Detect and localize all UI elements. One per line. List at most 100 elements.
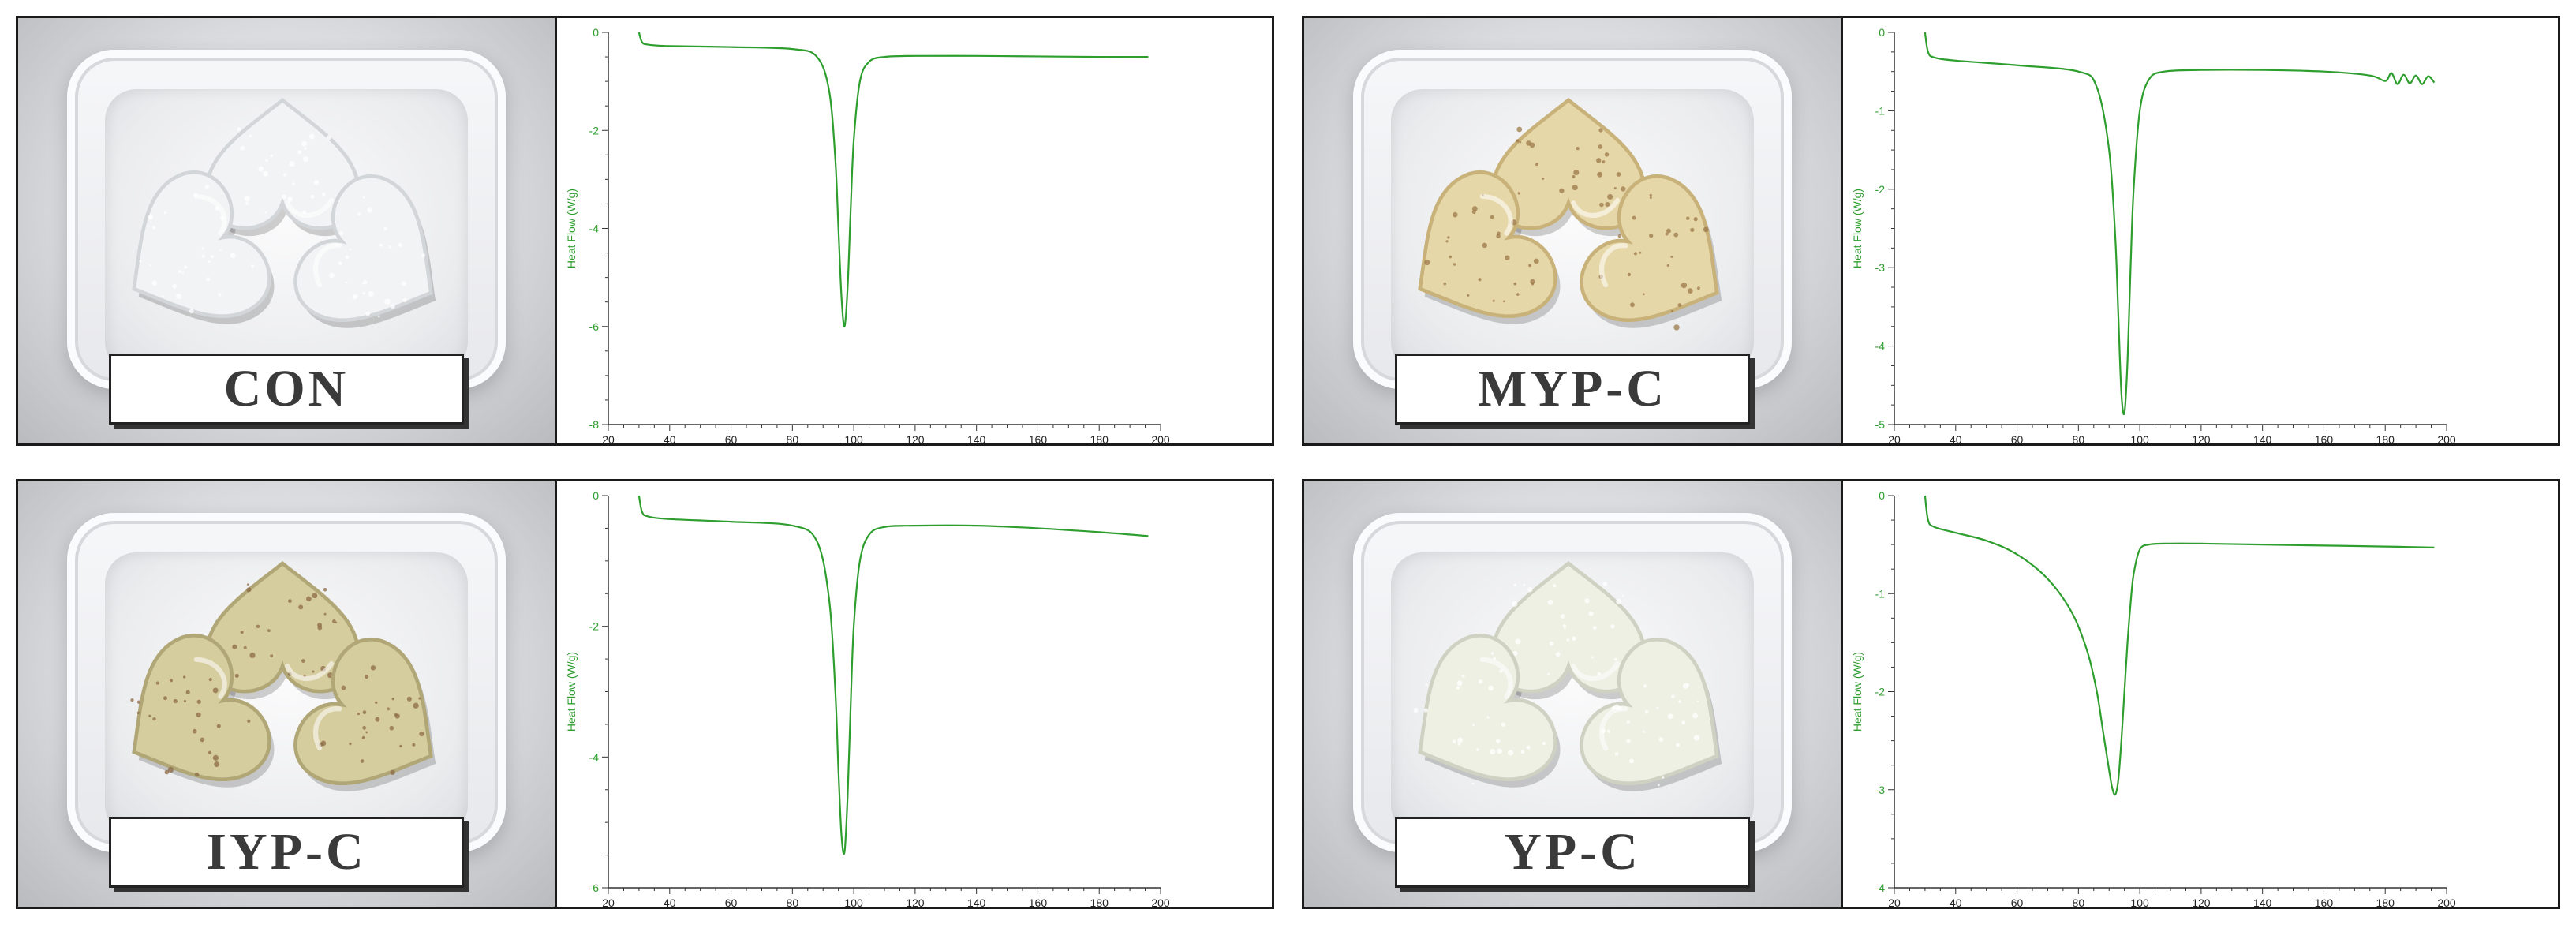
heart-highlight xyxy=(285,660,335,682)
heart-piece xyxy=(293,638,433,785)
heart-piece xyxy=(130,634,271,781)
heart-speckle xyxy=(1471,782,1475,785)
heart-speckle xyxy=(1467,294,1470,297)
dsc-chart: 204060801001201401601802000-2-4-6Tempera… xyxy=(557,481,1272,907)
heart-speckle xyxy=(181,271,185,275)
sample-label: MYP-C xyxy=(1478,360,1667,417)
heart-speckle xyxy=(323,588,327,592)
dsc-chart: 204060801001201401601802000-1-2-3-4-5Tem… xyxy=(1843,18,2558,443)
heart-speckle xyxy=(1630,302,1635,308)
heart-speckle xyxy=(201,254,205,258)
heart-speckle xyxy=(312,670,315,673)
heart-speckle xyxy=(362,725,367,730)
x-tick-label: 40 xyxy=(1950,896,1962,907)
heart-speckle xyxy=(1687,288,1693,294)
y-tick-label: -2 xyxy=(1875,686,1886,698)
heart-speckle xyxy=(1413,707,1419,713)
heart-speckle xyxy=(204,185,210,189)
x-tick-label: 60 xyxy=(2011,433,2024,443)
heart-speckle xyxy=(1516,139,1520,143)
heart-speckle xyxy=(244,196,250,202)
heart-speckle xyxy=(389,725,394,731)
sample-photo: IYP-C xyxy=(18,481,557,907)
heart-speckle xyxy=(1456,680,1463,687)
heart-speckle xyxy=(1572,636,1576,642)
heart-speckle xyxy=(155,681,160,685)
heart-speckle xyxy=(1633,252,1637,256)
heart-speckle xyxy=(1523,583,1526,586)
x-tick-label: 40 xyxy=(1950,433,1962,443)
heart-speckle xyxy=(1696,700,1699,702)
heart-highlight xyxy=(313,706,342,751)
x-tick-label: 80 xyxy=(787,896,799,907)
heart-speckle xyxy=(388,245,392,249)
heart-speckle xyxy=(1572,174,1576,179)
heart-speckle xyxy=(152,717,156,721)
heart-speckle xyxy=(1616,172,1621,177)
x-tick-label: 120 xyxy=(906,433,925,443)
heart-highlight xyxy=(1599,706,1628,751)
heart-speckle xyxy=(208,678,212,682)
heart-speckle xyxy=(1604,152,1610,157)
heart-speckle xyxy=(1642,730,1645,733)
heart-speckle xyxy=(1513,282,1517,286)
heart-speckle xyxy=(247,719,251,723)
heart-speckle xyxy=(1482,242,1488,249)
x-tick-label: 80 xyxy=(787,433,799,443)
heart-speckle xyxy=(1517,192,1521,195)
heart-speckle xyxy=(1512,650,1518,657)
x-tick-label: 180 xyxy=(1090,896,1109,907)
heart-speckle xyxy=(1681,720,1686,725)
heart-speckle xyxy=(1617,234,1622,238)
x-tick-label: 100 xyxy=(844,896,863,907)
heart-speckle xyxy=(349,742,352,746)
heart-speckle xyxy=(139,260,142,263)
x-tick-label: 140 xyxy=(967,433,986,443)
heart-speckle xyxy=(329,272,335,279)
heart-speckle xyxy=(1613,657,1617,661)
heart-speckle xyxy=(1649,234,1654,238)
heart-speckle xyxy=(364,674,369,679)
heart-speckle xyxy=(1453,263,1456,266)
heart-speckle xyxy=(1599,202,1604,208)
heart-speckle xyxy=(1681,282,1688,289)
x-tick-label: 100 xyxy=(844,433,863,443)
heart-speckle xyxy=(1597,171,1603,178)
heart-speckle xyxy=(162,295,164,298)
heart-speckle xyxy=(1490,652,1494,655)
heart-speckle xyxy=(1453,211,1458,218)
heart-speckle xyxy=(185,690,190,694)
heart-speckle xyxy=(375,717,380,722)
y-tick-label: -8 xyxy=(589,418,600,431)
heart-speckle xyxy=(297,150,302,155)
heart-speckle xyxy=(1559,188,1565,193)
heart-speckle xyxy=(362,710,367,714)
sample-label: CON xyxy=(223,360,350,417)
heart-speckle xyxy=(230,253,236,259)
y-tick-label: 0 xyxy=(1879,489,1885,502)
heart-speckle xyxy=(1501,722,1506,727)
y-axis-label: Heat Flow (W/g) xyxy=(565,189,578,268)
heart-speckle xyxy=(1693,217,1698,222)
heart-speckle xyxy=(402,297,407,303)
heart-speckle xyxy=(1423,708,1428,713)
heart-speckle xyxy=(1643,684,1647,688)
x-tick-label: 60 xyxy=(725,896,738,907)
dsc-chart-svg: 204060801001201401601802000-2-4-6Tempera… xyxy=(565,489,1170,907)
heart-speckle xyxy=(394,713,398,717)
heart-speckle xyxy=(250,264,255,268)
heart-highlight xyxy=(1479,193,1513,236)
heart-speckle xyxy=(164,769,170,775)
heart-speckle xyxy=(1546,672,1550,676)
heart-speckle xyxy=(212,754,219,761)
heart-speckle xyxy=(1671,694,1675,698)
heart-shape xyxy=(293,174,433,322)
heat-flow-line xyxy=(637,32,1149,327)
heart-speckle xyxy=(323,612,327,616)
heart-speckle xyxy=(1666,228,1671,234)
heart-speckle xyxy=(1519,140,1522,144)
heart-speckle xyxy=(281,194,287,200)
x-tick-label: 20 xyxy=(602,433,615,443)
heart-speckle xyxy=(338,261,342,266)
heart-speckle xyxy=(240,145,245,151)
